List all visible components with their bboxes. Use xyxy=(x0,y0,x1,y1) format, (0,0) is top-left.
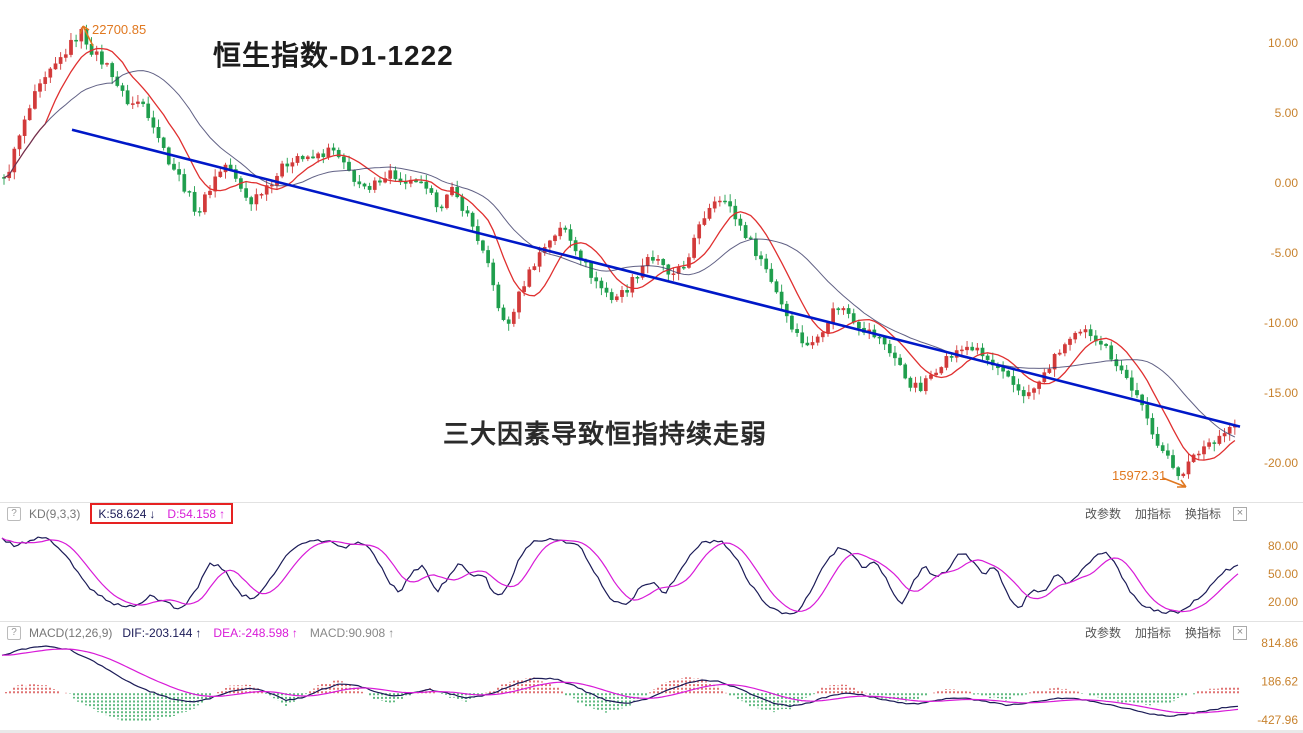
kd-indicator-label[interactable]: KD(9,3,3) xyxy=(29,506,81,521)
ma-fast-line xyxy=(3,47,1236,461)
bottom-scrollbar[interactable] xyxy=(0,730,1303,733)
kd-add-indicator-button[interactable]: 加指标 xyxy=(1134,507,1171,521)
high-arrow-icon xyxy=(79,25,94,47)
ma-lines-layer xyxy=(3,47,1236,461)
y-axis-tick-label: -427.96 xyxy=(1257,713,1298,727)
main-y-axis: 10.00 5.00 0.00 -5.00 -10.00 -15.00 -20.00 xyxy=(1264,36,1298,470)
low-price-annotation: 15972.31 xyxy=(1112,468,1167,483)
macd-histogram-layer xyxy=(5,677,1239,722)
macd-panel-header: ? MACD(12,26,9) DIF:-203.144 ↑ DEA:-248.… xyxy=(0,622,1247,643)
ma-slow-line xyxy=(3,70,1236,438)
y-axis-tick-label: 80.00 xyxy=(1268,539,1298,553)
y-axis-tick-label: 186.62 xyxy=(1261,675,1298,689)
dif-value: DIF:-203.144 xyxy=(122,625,193,640)
y-axis-tick-label: 0.00 xyxy=(1275,176,1299,190)
annotation-arrows xyxy=(79,25,1187,488)
downtrend-line xyxy=(71,128,1241,428)
d-trend-arrow: ↑ xyxy=(219,506,226,521)
macd-value: MACD:90.908 xyxy=(309,625,386,640)
overlay-note: 三大因素导致恒指持续走弱 xyxy=(443,419,768,449)
help-icon[interactable]: ? xyxy=(7,506,21,521)
low-arrow-icon xyxy=(1162,477,1187,488)
d-line xyxy=(1,537,1239,613)
macd-panel-separator xyxy=(0,621,1303,622)
kd-panel-header: ? KD(9,3,3) K:58.624 ↓ D:54.158 ↑ 改参数 加指… xyxy=(0,503,1247,524)
k-line xyxy=(1,536,1239,615)
dea-trend-arrow: ↑ xyxy=(291,625,298,640)
y-axis-tick-label: 50.00 xyxy=(1268,567,1298,581)
y-axis-tick-label: 5.00 xyxy=(1275,106,1299,120)
chart-title: 恒生指数-D1-1222 xyxy=(213,40,454,71)
y-axis-tick-label: -5.00 xyxy=(1271,246,1299,260)
dif-trend-arrow: ↑ xyxy=(195,625,202,640)
kd-panel-separator xyxy=(0,502,1303,503)
y-axis-tick-label: 10.00 xyxy=(1268,36,1298,50)
y-axis-tick-label: -20.00 xyxy=(1264,456,1298,470)
k-value: K:58.624 xyxy=(98,506,147,521)
d-value: D:54.158 xyxy=(167,506,217,521)
y-axis-tick-label: 20.00 xyxy=(1268,595,1298,609)
macd-trend-arrow: ↑ xyxy=(388,625,395,640)
dea-line xyxy=(2,648,1239,714)
macd-y-axis: 814.86 186.62 -427.96 xyxy=(1257,636,1298,727)
macd-indicator-label[interactable]: MACD(12,26,9) xyxy=(29,625,113,640)
y-axis-tick-label: 814.86 xyxy=(1261,636,1298,650)
kd-switch-indicator-button[interactable]: 换指标 xyxy=(1184,507,1221,521)
macd-change-params-button[interactable]: 改参数 xyxy=(1084,626,1121,640)
kd-change-params-button[interactable]: 改参数 xyxy=(1084,507,1121,521)
help-icon[interactable]: ? xyxy=(7,625,21,640)
trendline[interactable] xyxy=(71,128,1241,428)
y-axis-tick-label: -10.00 xyxy=(1264,316,1298,330)
kd-y-axis: 80.00 50.00 20.00 xyxy=(1268,539,1298,609)
y-axis-tick-label: -15.00 xyxy=(1264,386,1298,400)
high-price-annotation: 22700.85 xyxy=(92,22,147,37)
macd-lines-layer xyxy=(1,645,1239,717)
macd-switch-indicator-button[interactable]: 换指标 xyxy=(1184,626,1221,640)
dea-value: DEA:-248.598 xyxy=(213,625,289,640)
kd-values-highlight-box: K:58.624 ↓ D:54.158 ↑ xyxy=(90,503,234,524)
dif-line xyxy=(1,645,1239,717)
k-trend-arrow: ↓ xyxy=(149,506,156,521)
macd-add-indicator-button[interactable]: 加指标 xyxy=(1134,626,1171,640)
kd-panel-close-button[interactable]: × xyxy=(1233,506,1247,521)
kd-lines-layer xyxy=(1,536,1239,615)
macd-panel-close-button[interactable]: × xyxy=(1233,625,1247,640)
candles-layer xyxy=(2,24,1237,481)
